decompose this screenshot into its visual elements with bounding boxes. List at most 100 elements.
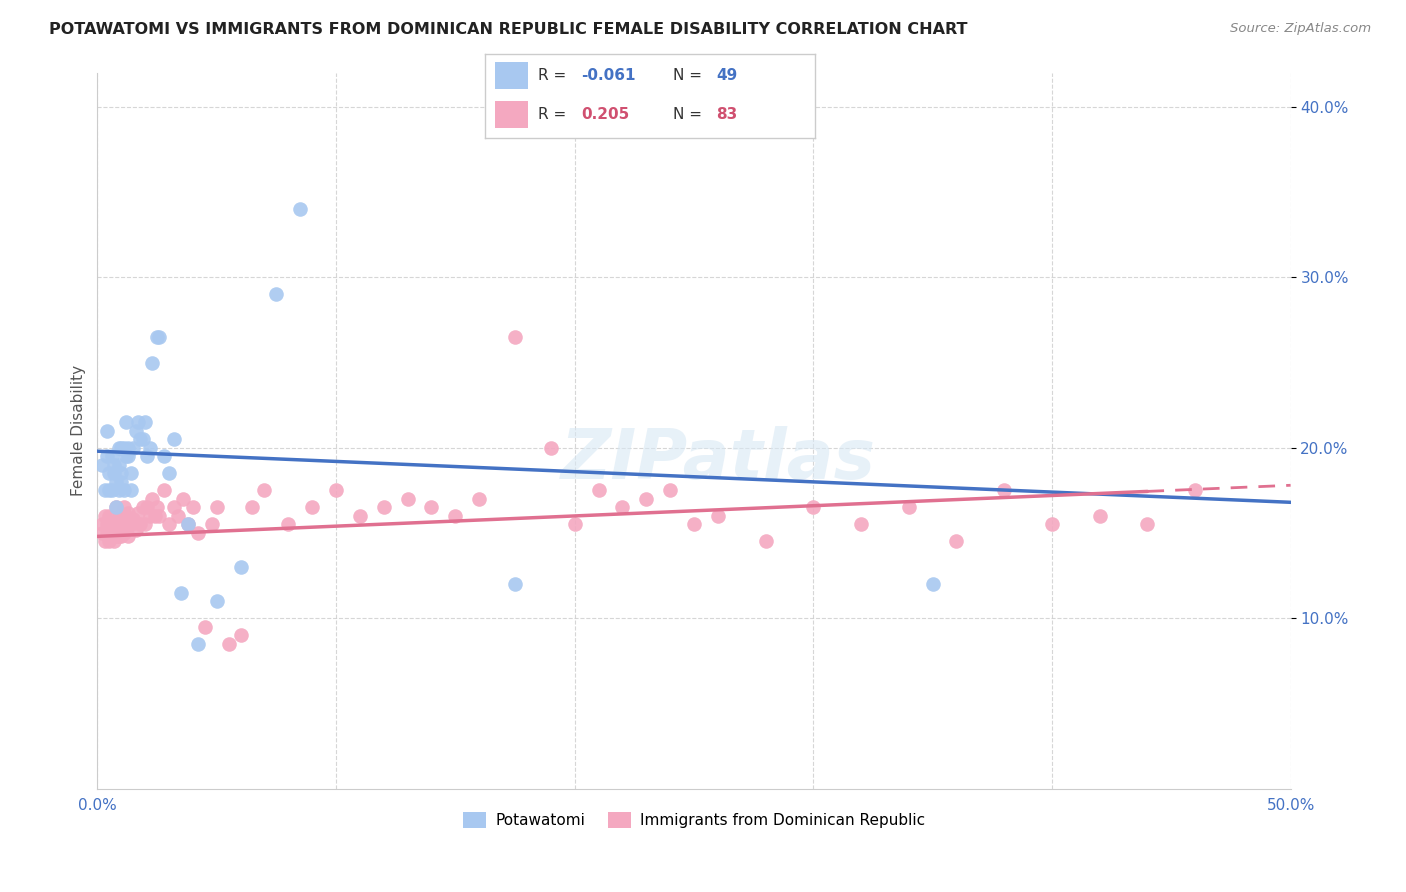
- Point: [181, 500, 204, 515]
- Point: [229, 560, 252, 574]
- Point: [127, 415, 149, 429]
- Point: [91, 517, 114, 532]
- Point: [503, 330, 526, 344]
- Point: [205, 500, 228, 515]
- Point: [143, 508, 166, 523]
- Y-axis label: Female Disability: Female Disability: [72, 365, 86, 496]
- Point: [1088, 508, 1111, 523]
- Point: [103, 517, 125, 532]
- Point: [105, 517, 128, 532]
- Point: [122, 512, 145, 526]
- Point: [503, 577, 526, 591]
- Point: [96, 517, 118, 532]
- Point: [108, 458, 131, 472]
- Point: [325, 483, 347, 498]
- Point: [96, 424, 118, 438]
- Point: [105, 500, 128, 515]
- Point: [124, 424, 146, 438]
- Point: [468, 491, 491, 506]
- Point: [139, 441, 162, 455]
- Point: [136, 450, 159, 464]
- Point: [141, 356, 163, 370]
- Point: [103, 458, 125, 472]
- Text: 0.205: 0.205: [581, 107, 628, 122]
- Point: [139, 508, 162, 523]
- Point: [167, 508, 190, 523]
- Point: [1040, 517, 1063, 532]
- Point: [91, 458, 114, 472]
- Legend: Potawatomi, Immigrants from Dominican Republic: Potawatomi, Immigrants from Dominican Re…: [457, 806, 931, 835]
- Point: [117, 450, 139, 464]
- Point: [444, 508, 467, 523]
- Bar: [495, 101, 529, 128]
- Point: [201, 517, 224, 532]
- Point: [96, 450, 118, 464]
- Text: 83: 83: [716, 107, 738, 122]
- Point: [112, 483, 135, 498]
- Point: [148, 508, 170, 523]
- Point: [100, 529, 122, 543]
- Point: [683, 517, 706, 532]
- Point: [153, 483, 176, 498]
- Point: [172, 491, 194, 506]
- Point: [755, 534, 778, 549]
- Point: [129, 432, 152, 446]
- Point: [897, 500, 920, 515]
- Point: [115, 523, 138, 537]
- Point: [177, 517, 200, 532]
- Text: R =: R =: [538, 107, 571, 122]
- Point: [98, 483, 121, 498]
- Point: [127, 506, 149, 520]
- Text: POTAWATOMI VS IMMIGRANTS FROM DOMINICAN REPUBLIC FEMALE DISABILITY CORRELATION C: POTAWATOMI VS IMMIGRANTS FROM DOMINICAN …: [49, 22, 967, 37]
- Point: [659, 483, 682, 498]
- Text: ZIPatlas: ZIPatlas: [561, 425, 876, 493]
- Point: [277, 517, 299, 532]
- Point: [120, 483, 142, 498]
- Point: [105, 529, 128, 543]
- Point: [921, 577, 943, 591]
- Point: [115, 508, 138, 523]
- Point: [120, 467, 142, 481]
- Point: [120, 517, 142, 532]
- Point: [117, 506, 139, 520]
- Point: [1136, 517, 1159, 532]
- Point: [110, 467, 132, 481]
- Point: [136, 500, 159, 515]
- Point: [93, 483, 115, 498]
- Point: [108, 508, 131, 523]
- Point: [98, 508, 121, 523]
- Point: [148, 330, 170, 344]
- Point: [564, 517, 586, 532]
- Point: [98, 467, 121, 481]
- Point: [290, 202, 312, 217]
- Point: [115, 450, 138, 464]
- Point: [105, 475, 128, 489]
- Point: [91, 526, 114, 541]
- Point: [945, 534, 967, 549]
- Point: [373, 500, 395, 515]
- Point: [98, 534, 121, 549]
- Point: [187, 637, 209, 651]
- Text: N =: N =: [673, 68, 707, 83]
- Point: [131, 432, 153, 446]
- Point: [110, 517, 132, 532]
- Point: [146, 500, 169, 515]
- Point: [112, 500, 135, 515]
- Point: [110, 475, 132, 489]
- Point: [134, 415, 156, 429]
- Point: [801, 500, 824, 515]
- Point: [98, 526, 121, 541]
- Point: [420, 500, 443, 515]
- Point: [134, 517, 156, 532]
- Point: [229, 628, 252, 642]
- Point: [105, 500, 128, 515]
- Point: [707, 508, 730, 523]
- Point: [170, 585, 193, 599]
- Point: [117, 529, 139, 543]
- Point: [124, 523, 146, 537]
- Point: [349, 508, 371, 523]
- Point: [1184, 483, 1206, 498]
- Point: [93, 508, 115, 523]
- Point: [146, 330, 169, 344]
- Point: [177, 517, 200, 532]
